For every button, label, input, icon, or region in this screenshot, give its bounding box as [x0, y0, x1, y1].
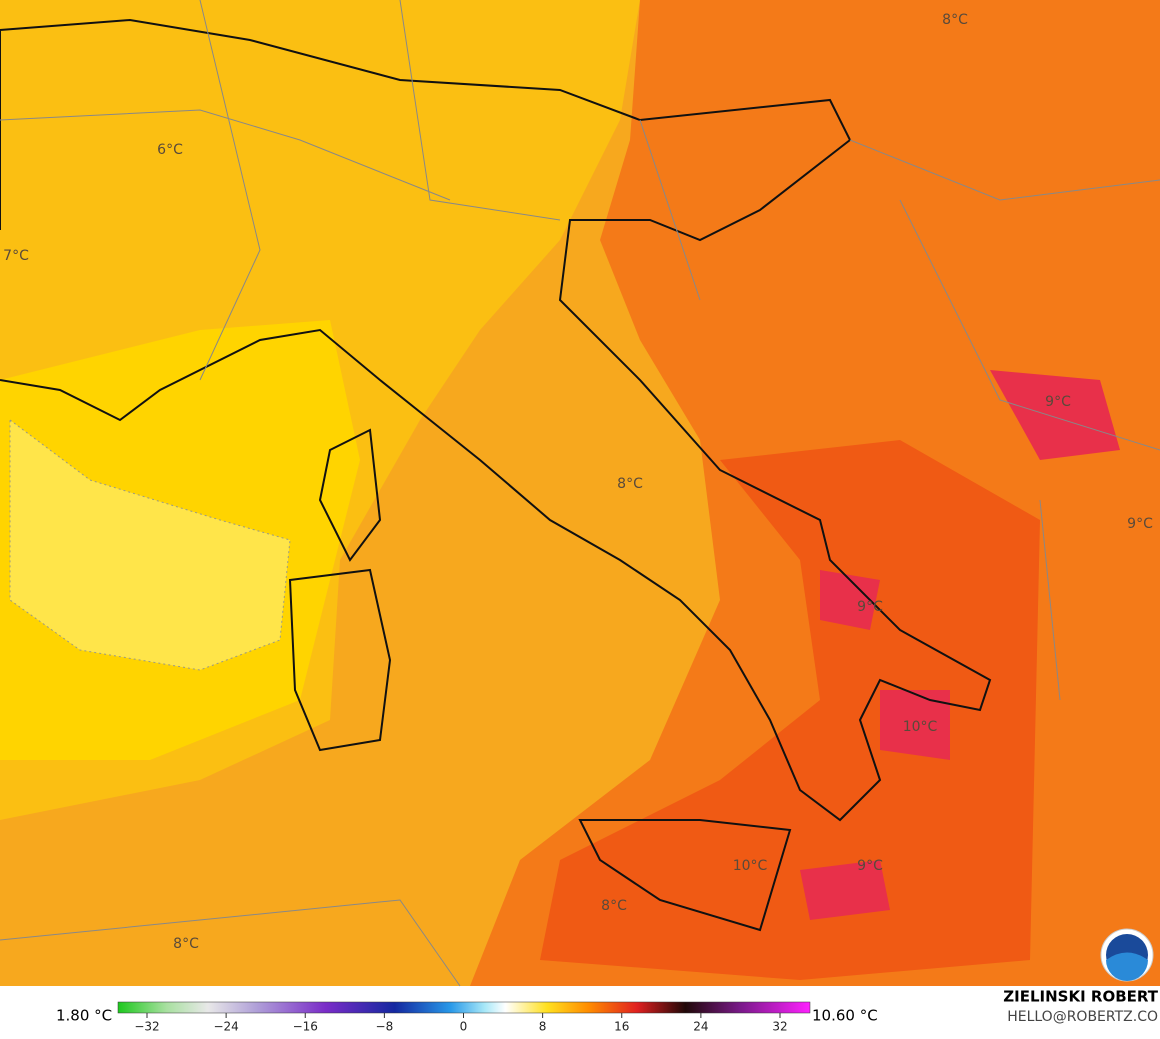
temp-label: 10°C [733, 858, 768, 874]
borders [0, 0, 1160, 987]
author-name: ZIELINSKI ROBERT [1003, 988, 1158, 1006]
colorbar-max: 10.60 °C [812, 1007, 878, 1025]
islands [288, 428, 792, 932]
temp-label: 8°C [173, 936, 199, 952]
temp-label: 7°C [3, 248, 29, 264]
zone-pale [9, 419, 291, 671]
colorbar-tick-label: −24 [213, 1020, 238, 1034]
colorbar-min: 1.80 °C [56, 1007, 112, 1025]
colorbar-tick-label: −32 [134, 1020, 159, 1034]
zone-red [540, 440, 1040, 980]
temp-label: 9°C [1045, 394, 1071, 410]
temp-label: 9°C [1127, 516, 1153, 532]
temp-label: 8°C [942, 12, 968, 28]
map-area: 8°C 6°C 7°C 9°C 8°C 9°C 9°C 10°C 10°C 9°C 8°C 8°C [0, 0, 1160, 987]
colorbar-tick-label: 16 [614, 1020, 629, 1034]
coastline [0, 18, 992, 822]
colorbar [117, 1001, 811, 1014]
colorbar-tick-label: 8 [539, 1020, 547, 1034]
noaa-logo [1100, 928, 1154, 982]
colorbar-tick-label: −8 [376, 1020, 394, 1034]
zone-hot [800, 370, 1120, 920]
colorbar-tick-label: 0 [460, 1020, 468, 1034]
temp-label: 8°C [601, 898, 627, 914]
temp-label: 9°C [857, 858, 883, 874]
temp-label: 10°C [903, 719, 938, 735]
temp-label: 9°C [857, 599, 883, 615]
colorbar-tick-label: 24 [693, 1020, 708, 1034]
colorbar-tick-label: 32 [772, 1020, 787, 1034]
temp-label: 8°C [617, 476, 643, 492]
colorbar-tick-label: −16 [293, 1020, 318, 1034]
temp-label: 6°C [157, 142, 183, 158]
author-email: HELLO@ROBERTZ.CO [1007, 1009, 1158, 1025]
